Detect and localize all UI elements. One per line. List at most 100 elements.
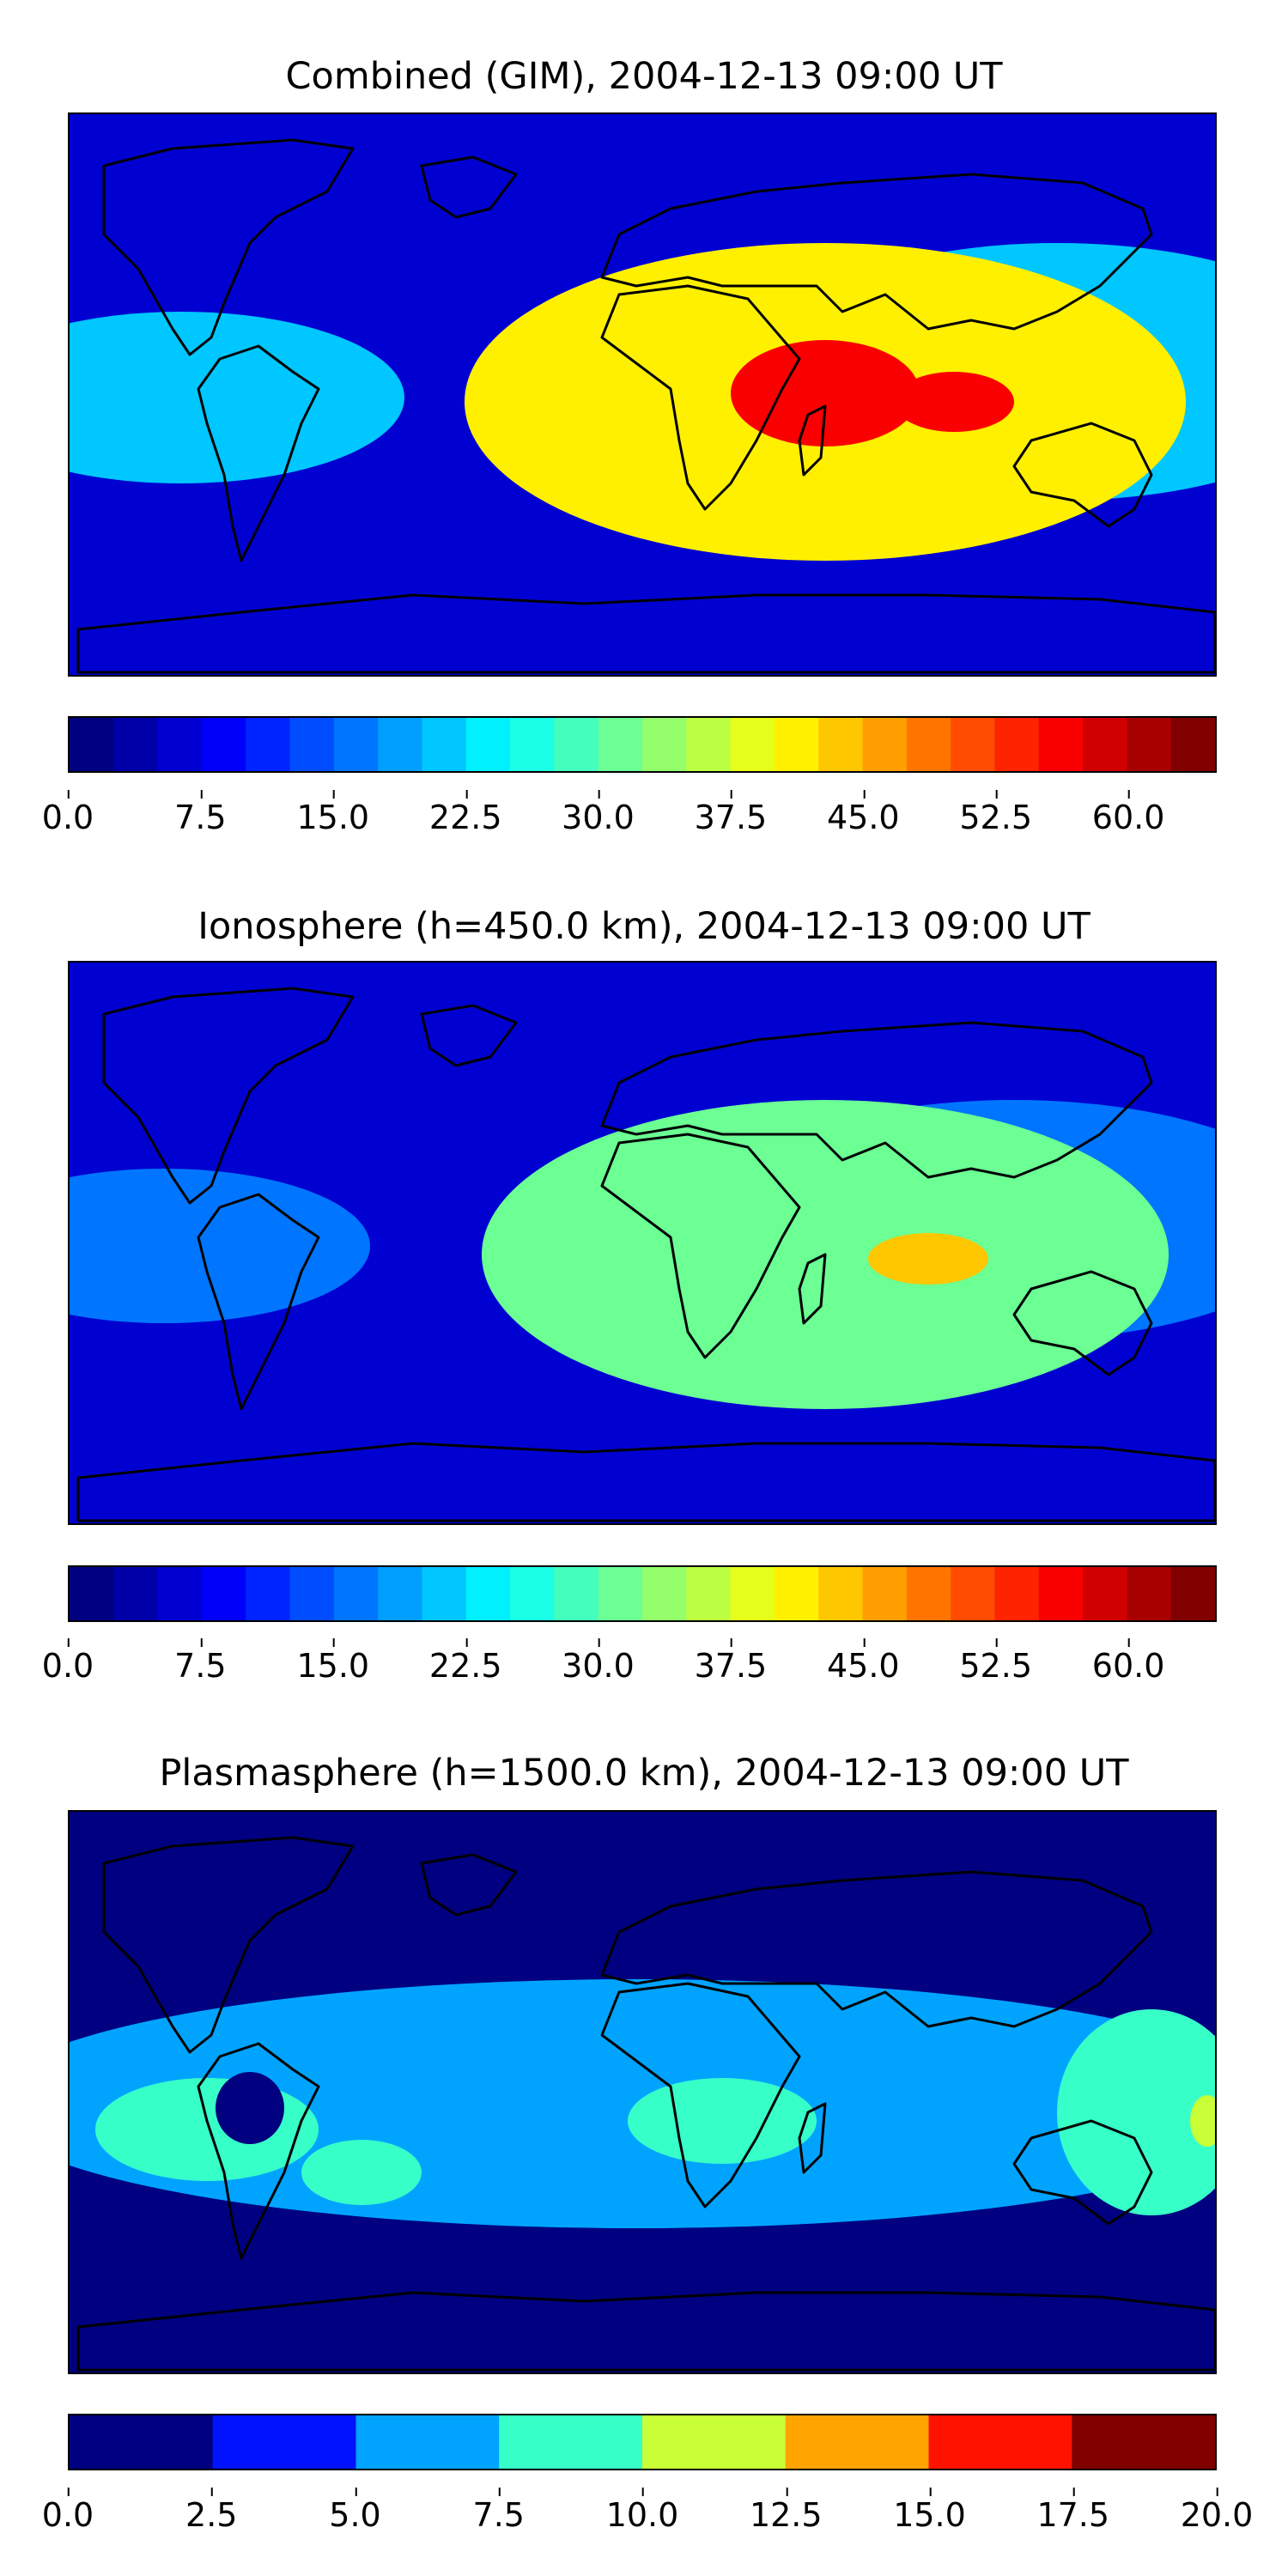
colorbar-ticks: 0.0 7.5 15.0 22.5 30.0 37.5 45.0 52.5 60… bbox=[42, 1638, 1217, 1698]
contour-level-region bbox=[216, 2072, 284, 2144]
coastline bbox=[1012, 2119, 1153, 2226]
colorbar-swatch bbox=[70, 718, 114, 771]
colorbar-swatch bbox=[499, 2415, 643, 2469]
colorbar bbox=[68, 2414, 1217, 2470]
coastline bbox=[798, 1253, 827, 1325]
colorbar-swatch bbox=[465, 1567, 511, 1620]
colorbar-tick-label: 7.5 bbox=[472, 2488, 525, 2534]
colorbar-tick-label: 15.0 bbox=[893, 2488, 966, 2534]
colorbar-swatch bbox=[113, 718, 159, 771]
colorbar-tick-label: 0.0 bbox=[41, 1638, 94, 1685]
contour-level-region bbox=[868, 1233, 988, 1285]
coastline bbox=[197, 1193, 320, 1411]
coastline bbox=[600, 1982, 801, 2208]
colorbar-swatch bbox=[1083, 1567, 1127, 1620]
colorbar-tick-label: 37.5 bbox=[694, 1638, 768, 1685]
contour-level-region bbox=[628, 2078, 817, 2164]
colorbar-tick-label: 0.0 bbox=[41, 2488, 94, 2534]
colorbar-tick-label: 2.5 bbox=[185, 2488, 238, 2534]
colorbar-swatch bbox=[785, 2415, 930, 2469]
coastline bbox=[420, 155, 518, 219]
colorbar-swatch bbox=[1072, 2415, 1215, 2469]
colorbar-swatch bbox=[333, 718, 379, 771]
colorbar-swatch bbox=[378, 1567, 423, 1620]
colorbar-tick-label: 22.5 bbox=[428, 790, 502, 836]
colorbar-tick-label: 17.5 bbox=[1036, 2488, 1110, 2534]
colorbar-swatch bbox=[598, 1567, 643, 1620]
colorbar-swatch bbox=[686, 718, 732, 771]
colorbar-swatch bbox=[862, 1567, 908, 1620]
colorbar-tick-label: 10.0 bbox=[605, 2488, 679, 2534]
colorbar-swatch bbox=[994, 718, 1040, 771]
colorbar-swatch bbox=[1083, 718, 1127, 771]
coastline bbox=[197, 344, 320, 562]
coastline bbox=[600, 1021, 1153, 1179]
contour-fill-group bbox=[70, 1812, 1215, 2372]
colorbar-tick-label: 45.0 bbox=[826, 790, 900, 836]
colorbar-swatch bbox=[994, 1567, 1040, 1620]
colorbar-swatch bbox=[212, 2415, 357, 2469]
colorbar-swatch bbox=[510, 718, 555, 771]
colorbar-tick-label: 60.0 bbox=[1091, 790, 1165, 836]
contour-level-region bbox=[70, 1169, 370, 1323]
colorbar-swatch bbox=[906, 1567, 951, 1620]
coastline bbox=[76, 1442, 1215, 1522]
colorbar-swatch bbox=[246, 718, 291, 771]
colorbar-swatch bbox=[554, 1567, 599, 1620]
contour-level-region bbox=[894, 372, 1014, 432]
colorbar-swatch bbox=[951, 1567, 996, 1620]
colorbar-swatch bbox=[1170, 1567, 1215, 1620]
coastline bbox=[420, 1853, 518, 1917]
heatmap-plot bbox=[68, 1810, 1217, 2374]
coastline bbox=[197, 2042, 320, 2260]
colorbar-swatch bbox=[157, 1567, 203, 1620]
colorbar-swatch bbox=[289, 718, 335, 771]
colorbar-tick-label: 0.0 bbox=[41, 790, 94, 836]
colorbar-tick-label: 5.0 bbox=[329, 2488, 381, 2534]
colorbar-swatch bbox=[246, 1567, 291, 1620]
colorbar-swatch bbox=[510, 1567, 555, 1620]
coastline bbox=[600, 1870, 1153, 2028]
colorbar-tick-label: 22.5 bbox=[428, 1638, 502, 1685]
colorbar-swatch bbox=[818, 1567, 864, 1620]
colorbar-swatch bbox=[113, 1567, 159, 1620]
colorbar-tick-label: 20.0 bbox=[1180, 2488, 1254, 2534]
colorbar-svg bbox=[70, 2415, 1215, 2469]
colorbar-tick-label: 12.5 bbox=[749, 2488, 823, 2534]
colorbar-swatch bbox=[686, 1567, 732, 1620]
coastline bbox=[102, 1836, 355, 2054]
colorbar-swatch bbox=[598, 718, 643, 771]
contour-level-region bbox=[70, 312, 404, 483]
colorbar-swatch bbox=[422, 1567, 467, 1620]
coastline bbox=[600, 1133, 801, 1359]
chart-title: Plasmasphere (h=1500.0 km), 2004-12-13 0… bbox=[159, 1752, 1129, 1795]
colorbar-swatch bbox=[465, 718, 511, 771]
colorbar-tick-label: 52.5 bbox=[959, 790, 1032, 836]
coastline bbox=[798, 404, 827, 477]
colorbar-swatch bbox=[730, 718, 775, 771]
colorbar-swatch bbox=[289, 1567, 335, 1620]
colorbar-tick-label: 52.5 bbox=[959, 1638, 1032, 1685]
heatmap-plot bbox=[68, 961, 1217, 1525]
colorbar-swatch bbox=[730, 1567, 775, 1620]
contour-level-region bbox=[1190, 2095, 1215, 2147]
colorbar-swatch bbox=[642, 718, 687, 771]
colorbar-tick-label: 30.0 bbox=[562, 790, 635, 836]
coastlines bbox=[76, 987, 1215, 1522]
coastline bbox=[600, 173, 1153, 331]
colorbar-swatch bbox=[333, 1567, 379, 1620]
colorbar-swatch bbox=[1038, 718, 1084, 771]
colorbar bbox=[68, 1565, 1217, 1622]
colorbar-svg bbox=[70, 1567, 1215, 1620]
coastline bbox=[102, 138, 355, 356]
colorbar-swatch bbox=[862, 718, 908, 771]
colorbar bbox=[68, 716, 1217, 773]
coastlines bbox=[76, 1836, 1215, 2372]
colorbar-swatch bbox=[554, 718, 599, 771]
colorbar-swatch bbox=[422, 718, 467, 771]
coastline bbox=[600, 284, 801, 511]
colorbar-tick-label: 37.5 bbox=[694, 790, 768, 836]
colorbar-swatch bbox=[1038, 1567, 1084, 1620]
coastlines bbox=[76, 138, 1215, 674]
contour-level-region bbox=[95, 2078, 319, 2181]
